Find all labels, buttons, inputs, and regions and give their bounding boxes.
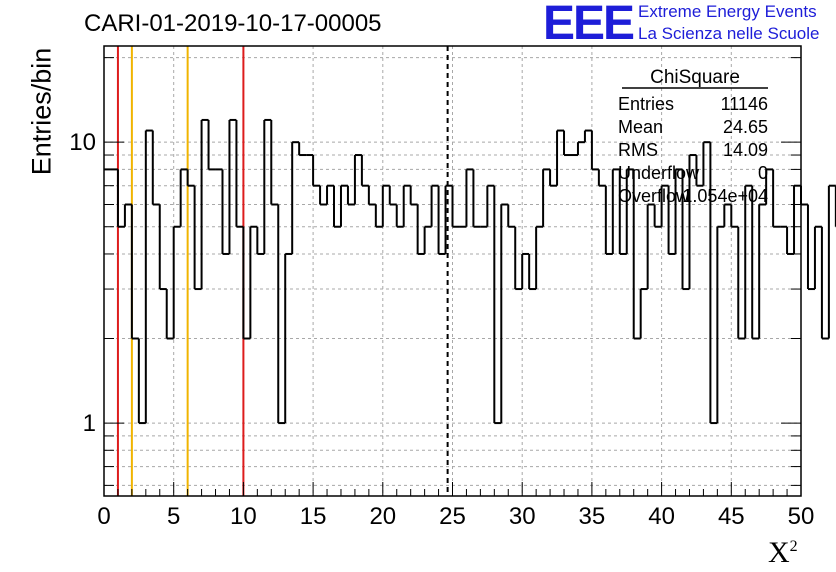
x-tick-label: 0 — [97, 503, 110, 530]
stats-row-value: 0 — [758, 163, 768, 183]
y-tick-label: 1 — [83, 410, 96, 437]
x-tick-label: 40 — [648, 503, 675, 530]
x-tick-label: 5 — [167, 503, 180, 530]
grid-lines — [104, 46, 801, 496]
logo-line-2: La Scienza nelle Scuole — [638, 24, 820, 43]
logo-line-1: Extreme Energy Events — [638, 2, 817, 21]
stats-row-value: 24.65 — [723, 117, 768, 137]
x-tick-label: 15 — [300, 503, 327, 530]
x-tick-label: 50 — [788, 503, 815, 530]
chart-title: CARI-01-2019-10-17-00005 — [84, 10, 382, 37]
x-tick-label: 25 — [439, 503, 466, 530]
reference-lines — [116, 46, 449, 496]
x-tick-label: 20 — [369, 503, 396, 530]
stats-row-value: 14.09 — [723, 140, 768, 160]
stats-box: ChiSquare Entries 11146 Mean 24.65 RMS 14.09 Un… — [618, 67, 768, 206]
stats-row-label: Mean — [618, 117, 663, 137]
stats-row-label: Overflow — [618, 186, 690, 206]
x-tick-label: 45 — [718, 503, 745, 530]
stats-row-label: Entries — [618, 94, 674, 114]
stats-row-label: RMS — [618, 140, 658, 160]
eee-logo: EEE — [543, 0, 635, 50]
x-tick-label: 10 — [230, 503, 257, 530]
axis-ticks: 0 5 10 15 20 25 30 35 40 45 50 1 10 — [69, 57, 815, 530]
x-tick-label: 30 — [509, 503, 536, 530]
stats-row-value: 1.054e+04 — [682, 186, 768, 206]
histogram-bars — [104, 118, 836, 425]
y-tick-label: 10 — [69, 129, 96, 156]
stats-row-label: Underflow — [618, 163, 700, 183]
x-axis-label: X2 — [768, 536, 798, 569]
stats-title: ChiSquare — [650, 67, 740, 88]
x-tick-label: 35 — [579, 503, 606, 530]
stats-row-value: 11146 — [721, 94, 768, 114]
